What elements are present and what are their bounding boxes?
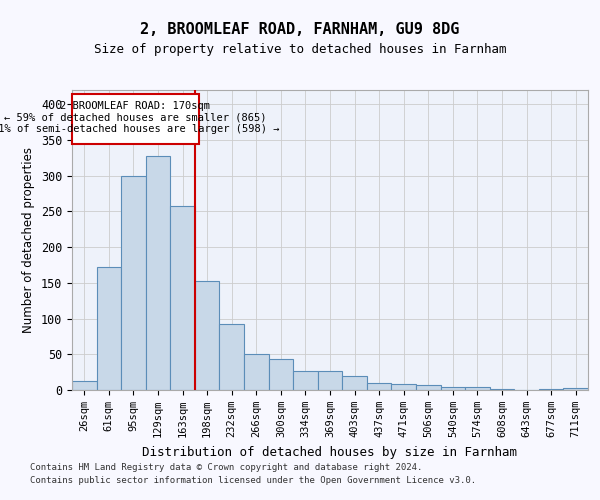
Y-axis label: Number of detached properties: Number of detached properties [22,147,35,333]
Bar [440,387,465,390]
Bar [293,370,318,390]
Bar [220,324,244,390]
Text: ← 59% of detached houses are smaller (865): ← 59% of detached houses are smaller (86… [4,113,266,123]
Bar [170,206,195,390]
Bar [244,354,269,390]
Bar [367,383,391,390]
Bar [416,385,440,390]
Bar [72,382,97,390]
Bar [342,376,367,390]
Text: Contains public sector information licensed under the Open Government Licence v3: Contains public sector information licen… [30,476,476,485]
Bar [318,370,342,390]
Text: 2 BROOMLEAF ROAD: 170sqm: 2 BROOMLEAF ROAD: 170sqm [60,100,210,110]
Bar [121,176,146,390]
Bar [563,388,588,390]
FancyBboxPatch shape [72,94,199,144]
Bar [391,384,416,390]
X-axis label: Distribution of detached houses by size in Farnham: Distribution of detached houses by size … [143,446,517,458]
Bar [269,360,293,390]
Text: Contains HM Land Registry data © Crown copyright and database right 2024.: Contains HM Land Registry data © Crown c… [30,464,422,472]
Text: 41% of semi-detached houses are larger (598) →: 41% of semi-detached houses are larger (… [0,124,279,134]
Bar [465,387,490,390]
Bar [97,267,121,390]
Bar [146,156,170,390]
Text: 2, BROOMLEAF ROAD, FARNHAM, GU9 8DG: 2, BROOMLEAF ROAD, FARNHAM, GU9 8DG [140,22,460,38]
Text: Size of property relative to detached houses in Farnham: Size of property relative to detached ho… [94,42,506,56]
Bar [195,280,220,390]
Bar [539,388,563,390]
